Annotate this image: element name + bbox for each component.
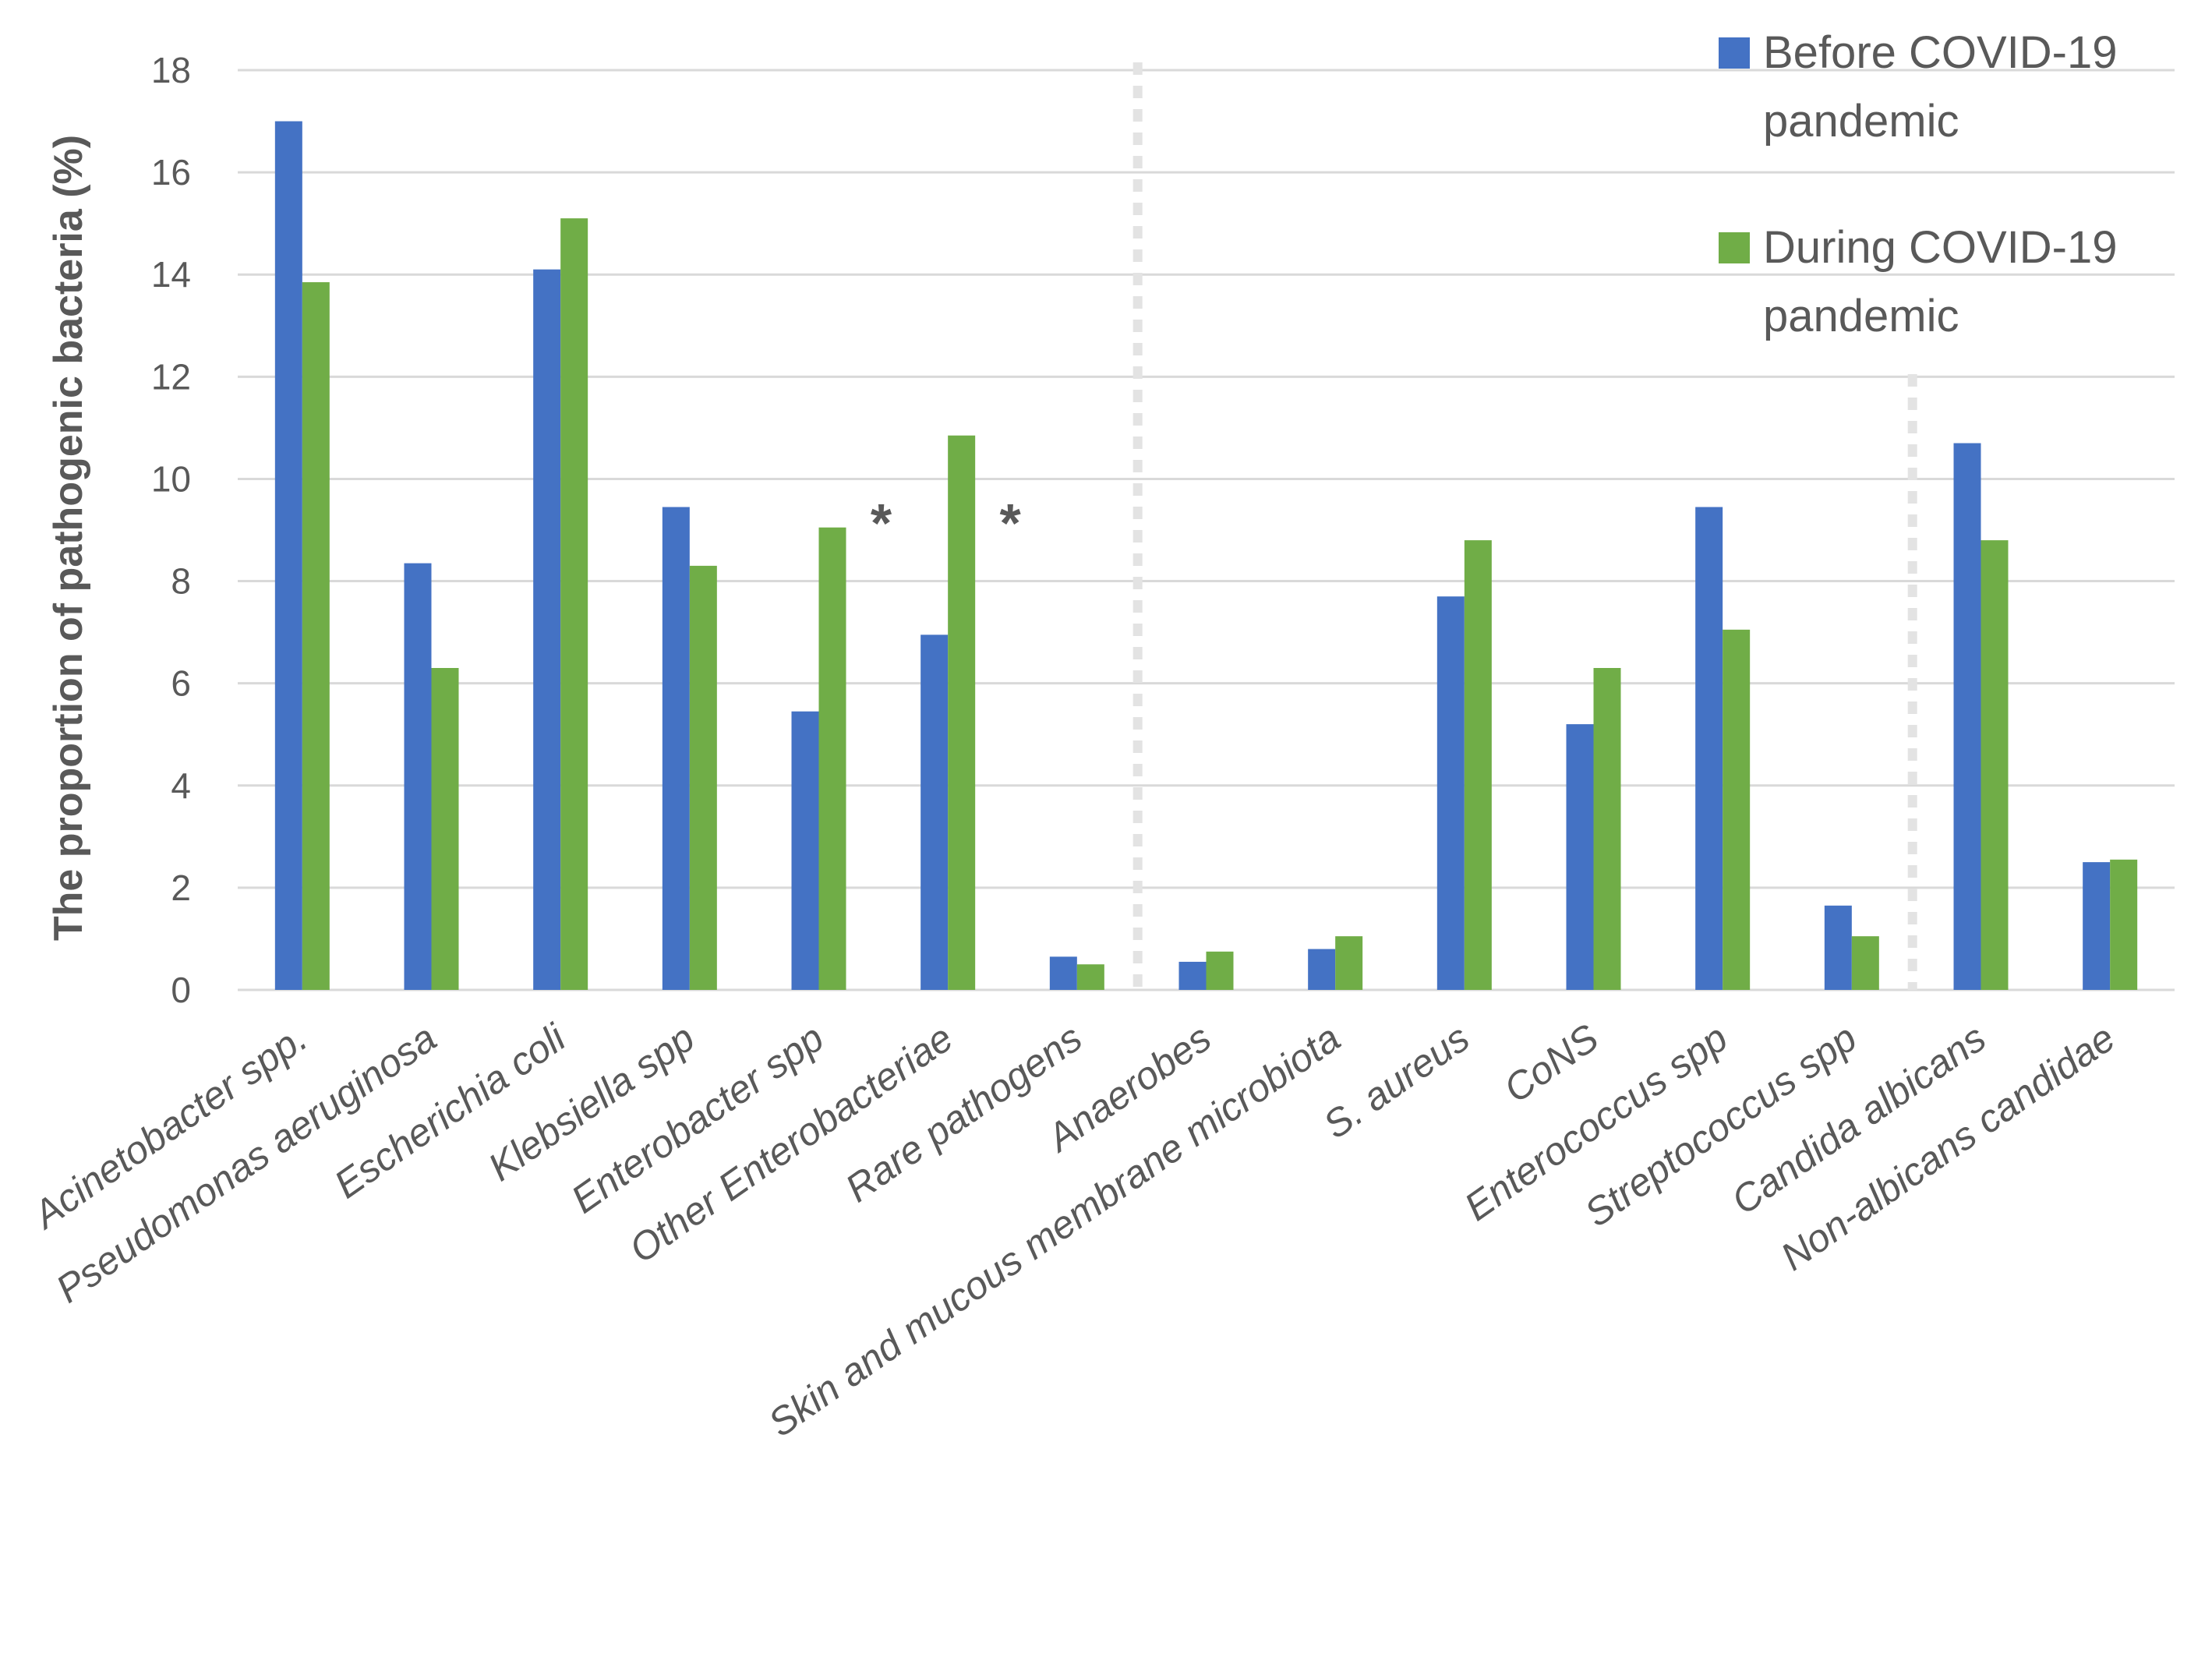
bar-during [1981,540,2009,990]
x-category-label: Rare pathogens [838,1016,1090,1210]
y-tick-label: 14 [151,254,191,295]
y-tick-label: 18 [151,50,191,90]
bar-before [2083,862,2111,990]
legend-swatch [1719,232,1750,263]
legend-label: Before COVID-19 [1763,27,2118,78]
bar-before [1566,724,1594,990]
bar-before [533,269,561,991]
y-axis-ticks: 0 2 4 6 8 10 12 14 16 18 [151,50,191,1010]
gridlines [238,69,2175,991]
x-axis-category-labels: Acinetobacter spp.Pseudomonas aeruginosa… [23,1015,2122,1445]
bar-before [404,563,432,990]
bar-before [920,634,949,990]
y-tick-label: 4 [171,765,191,806]
x-category-label: Escherichia coli [327,1015,574,1207]
significance-asterisk: * [871,493,892,553]
bar-before [1824,905,1852,990]
legend-label: pandemic [1763,291,1959,341]
bar-during [818,527,846,990]
bar-before [274,121,302,991]
annotations: * * [871,493,1022,553]
bar-during [1851,936,1879,990]
bar-before [1049,956,1077,990]
bar-during [560,218,588,991]
bar-during [1076,964,1104,990]
bar-during [302,282,330,990]
legend-label: During COVID-19 [1763,222,2117,273]
bar-during [1464,540,1492,990]
y-tick-label: 6 [171,663,191,704]
bar-during [689,565,717,990]
y-tick-label: 16 [151,152,191,193]
bar-during [1723,629,1751,990]
group-separators [1133,62,1917,990]
bar-during [1335,936,1363,990]
y-tick-label: 12 [151,356,191,397]
x-category-label: CoNS [1496,1016,1606,1111]
legend: Before COVID-19 pandemic During COVID-19 pa… [1719,27,2118,341]
bar-before [1178,961,1207,990]
y-axis-title: The proportion of pathogenic bacteria (%… [46,135,91,941]
bars [274,121,2138,991]
bar-during [948,435,976,990]
bar-before [1695,507,1723,990]
bar-during [431,668,459,990]
bar-before [1953,443,1981,990]
legend-swatch [1719,37,1750,69]
bar-before [1308,949,1336,990]
legend-label: pandemic [1763,96,1959,147]
bar-during [1593,668,1621,990]
bar-before [1436,596,1465,990]
significance-asterisk: * [1000,493,1022,553]
bar-before [662,507,690,990]
y-tick-label: 2 [171,868,191,908]
x-category-label: S. aureus [1316,1016,1477,1147]
y-tick-label: 10 [151,458,191,499]
bar-during [1206,951,1234,990]
bar-during [2110,859,2138,990]
y-tick-label: 8 [171,561,191,602]
y-tick-label: 0 [171,970,191,1010]
bar-before [791,711,819,990]
